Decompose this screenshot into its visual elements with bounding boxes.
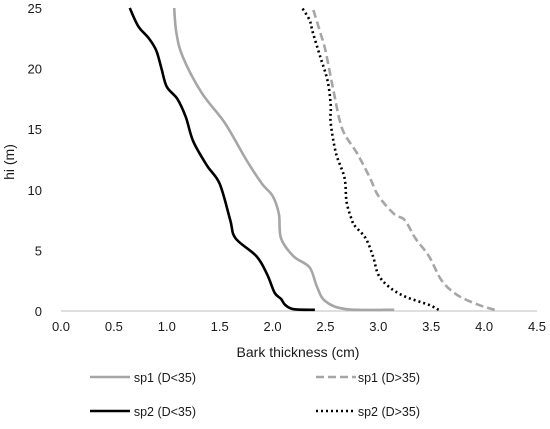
x-tick-labels: 0.0 0.5 1.0 1.5 2.0 2.5 3.0 3.5 4.0 4.5 xyxy=(52,319,546,334)
x-tick-label: 2.0 xyxy=(264,319,282,334)
legend-label: sp1 (D<35) xyxy=(134,371,196,385)
series-line-sp2 (D<35) xyxy=(128,7,315,312)
y-tick-label: 20 xyxy=(28,62,42,77)
x-tick-label: 2.5 xyxy=(316,319,334,334)
x-tick-label: 3.5 xyxy=(422,319,440,334)
x-tick-label: 4.0 xyxy=(475,319,493,334)
x-tick-label: 1.0 xyxy=(158,319,176,334)
x-tick-label: 0.0 xyxy=(52,319,70,334)
y-tick-label: 10 xyxy=(28,183,42,198)
x-tick-label: 4.5 xyxy=(528,319,546,334)
legend-label: sp2 (D>35) xyxy=(358,405,420,419)
series-line-sp1 (D<35) xyxy=(172,7,395,312)
y-tick-label: 25 xyxy=(28,1,42,16)
y-tick-labels: 0 5 10 15 20 25 xyxy=(28,1,42,319)
legend-label: sp1 (D>35) xyxy=(358,371,420,385)
series-lines xyxy=(128,7,496,312)
y-tick-label: 5 xyxy=(35,243,42,258)
y-tick-label: 0 xyxy=(35,304,42,319)
x-tick-label: 0.5 xyxy=(105,319,123,334)
series-line-sp2 (D>35) xyxy=(301,7,440,311)
legend-label: sp2 (D<35) xyxy=(134,405,196,419)
x-tick-label: 1.5 xyxy=(211,319,229,334)
y-tick-label: 15 xyxy=(28,122,42,137)
x-axis-title: Bark thickness (cm) xyxy=(237,344,360,360)
y-axis-title: hi (m) xyxy=(1,144,17,180)
series-line-sp1 (D>35) xyxy=(311,7,496,312)
legend: sp1 (D<35) sp1 (D>35) sp2 (D<35) sp2 (D>35) xyxy=(90,371,420,419)
x-tick-label: 3.0 xyxy=(369,319,387,334)
